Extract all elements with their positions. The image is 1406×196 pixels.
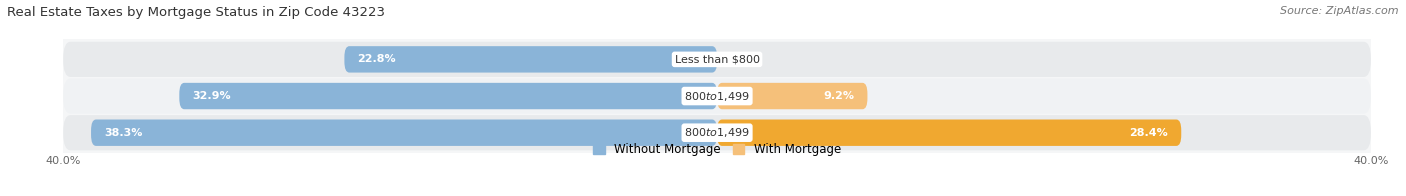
Text: 0.0%: 0.0% bbox=[730, 54, 761, 64]
Text: $800 to $1,499: $800 to $1,499 bbox=[685, 126, 749, 139]
FancyBboxPatch shape bbox=[344, 46, 717, 73]
Text: 38.3%: 38.3% bbox=[104, 128, 142, 138]
Text: Real Estate Taxes by Mortgage Status in Zip Code 43223: Real Estate Taxes by Mortgage Status in … bbox=[7, 6, 385, 19]
FancyBboxPatch shape bbox=[63, 42, 1371, 77]
Legend: Without Mortgage, With Mortgage: Without Mortgage, With Mortgage bbox=[593, 143, 841, 156]
FancyBboxPatch shape bbox=[91, 120, 717, 146]
Text: Less than $800: Less than $800 bbox=[675, 54, 759, 64]
Text: 22.8%: 22.8% bbox=[357, 54, 396, 64]
Text: Source: ZipAtlas.com: Source: ZipAtlas.com bbox=[1281, 6, 1399, 16]
Text: $800 to $1,499: $800 to $1,499 bbox=[685, 90, 749, 103]
Text: 9.2%: 9.2% bbox=[824, 91, 855, 101]
FancyBboxPatch shape bbox=[63, 78, 1371, 114]
FancyBboxPatch shape bbox=[717, 120, 1181, 146]
Text: 28.4%: 28.4% bbox=[1129, 128, 1168, 138]
Text: 32.9%: 32.9% bbox=[193, 91, 231, 101]
FancyBboxPatch shape bbox=[717, 83, 868, 109]
FancyBboxPatch shape bbox=[63, 115, 1371, 150]
FancyBboxPatch shape bbox=[180, 83, 717, 109]
